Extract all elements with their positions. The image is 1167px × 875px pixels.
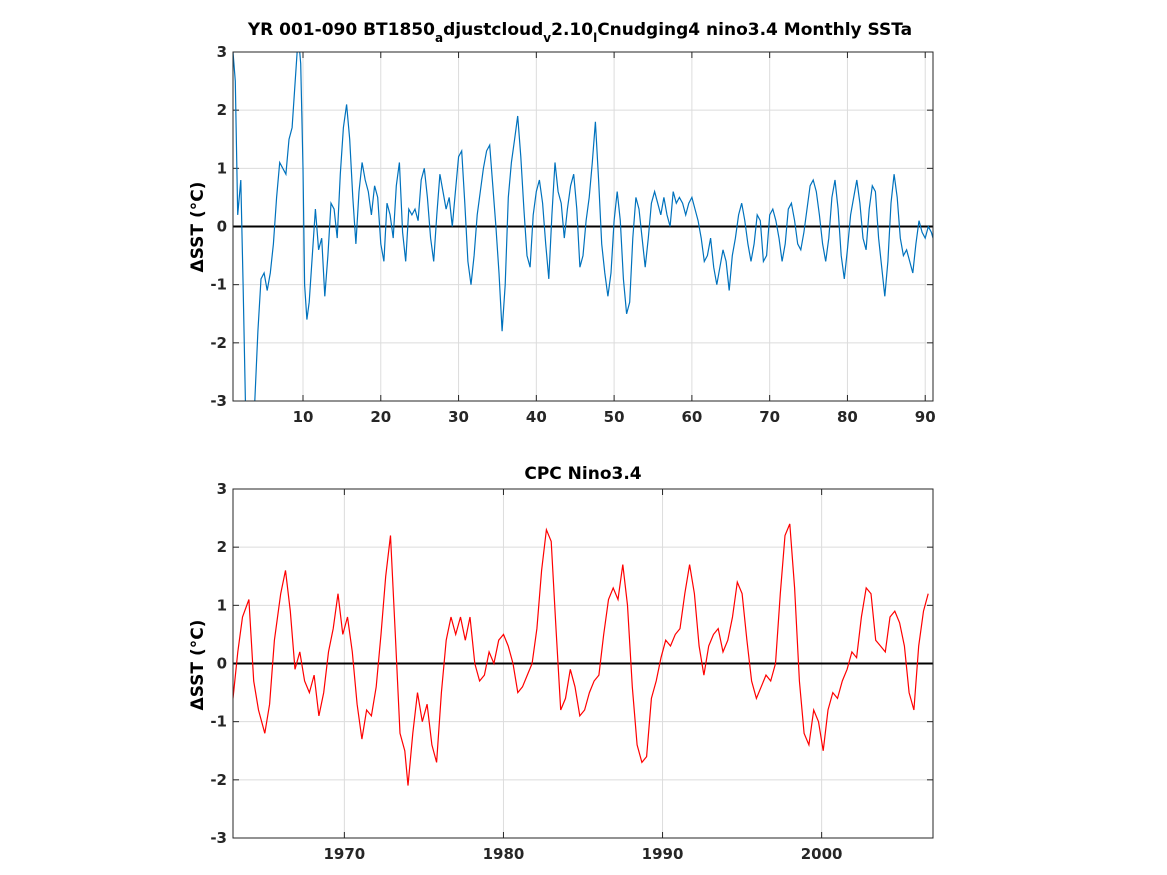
plot-frame [232, 51, 934, 402]
y-tick-label: -3 [210, 829, 227, 847]
y-tick-label: 0 [217, 218, 227, 236]
chart-title: CPC Nino3.4 [524, 464, 641, 484]
y-tick-label: 1 [217, 159, 227, 177]
y-tick-label: 0 [217, 655, 227, 673]
chart-title: YR 001-090 BT1850adjustcloudv2.10lCnudgi… [247, 20, 912, 45]
y-tick-label: 1 [217, 596, 227, 614]
y-tick-label: -1 [210, 276, 227, 294]
y-tick-label: -2 [210, 771, 227, 789]
x-tick-label: 1980 [483, 845, 525, 863]
x-tick-label: 2000 [801, 845, 843, 863]
sst-anomaly-line [233, 523, 929, 786]
model-sst-panel: YR 001-090 BT1850adjustcloudv2.10lCnudgi… [188, 20, 936, 426]
y-axis-label: ΔSST (°C) [188, 182, 208, 273]
x-tick-label: 50 [604, 408, 625, 426]
y-tick-label: -2 [210, 334, 227, 352]
cpc-nino-panel: CPC Nino3.4 ΔSST (°C) 1970 1980 1990 2000 -3… [188, 464, 934, 863]
y-tick-label: 3 [217, 480, 227, 498]
y-tick-label: 2 [217, 101, 227, 119]
x-tick-label: 60 [681, 408, 702, 426]
y-tick-label: 2 [217, 538, 227, 556]
x-tick-label: 70 [759, 408, 780, 426]
x-tick-label: 1970 [323, 845, 365, 863]
x-tick-label: 1990 [642, 845, 684, 863]
x-tick-label: 80 [837, 408, 858, 426]
x-tick-label: 20 [370, 408, 391, 426]
x-tick-label: 10 [293, 408, 314, 426]
y-tick-label: 3 [217, 43, 227, 61]
x-tick-label: 30 [448, 408, 469, 426]
plot-frame [232, 488, 934, 839]
sst-anomaly-line [233, 52, 933, 401]
y-axis-label: ΔSST (°C) [188, 620, 208, 711]
y-tick-label: -1 [210, 713, 227, 731]
x-tick-label: 40 [526, 408, 547, 426]
y-tick-label: -3 [210, 392, 227, 410]
x-tick-label: 90 [915, 408, 936, 426]
